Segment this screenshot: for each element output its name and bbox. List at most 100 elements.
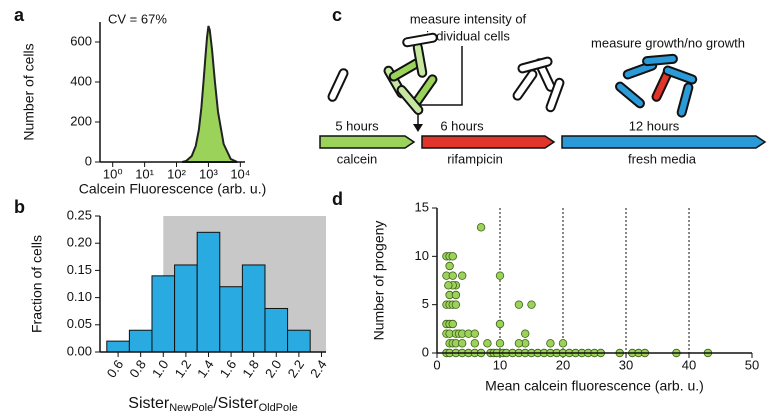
chart: 0.000.050.100.150.200.250.6 0.8 1.0 1.2 1.4 1… [29,207,330,413]
duration: 5 hours [335,118,379,133]
panel-label: c [332,5,342,25]
point [521,329,530,338]
diagram: measure intensity of individual cells me… [319,11,767,166]
y-tick-label: 600 [70,33,92,48]
y-tick-label: 200 [70,113,92,128]
point [448,252,457,261]
x-axis-label: Calcein Fluorescence (arb. u.) [79,181,267,197]
x-tick-label: 40 [682,357,696,372]
x-axis-label: SisterNewPole/SisterOldPole [128,395,297,414]
point [495,339,505,348]
y-axis-label: Number of cells [21,43,37,140]
x-tick-label: 1.8 [239,357,262,380]
arrowhead [413,124,423,132]
point [470,339,479,348]
y-tick-label: 0.15 [67,262,92,277]
note: measure intensity of [410,11,527,26]
point [495,319,505,329]
panel-label: a [14,5,25,25]
point [445,261,454,271]
y-tick-label: 0.25 [67,207,92,222]
point [558,339,568,348]
x-tick-label: 0.6 [104,357,127,380]
point [527,300,536,309]
chart: 0 5 10 15 0 10 20 30 40 50 Mean calcein fluorescen… [371,199,760,393]
point [458,271,467,280]
x-tick-label: 2.2 [284,357,307,380]
x-tick-label: 1.0 [149,357,172,380]
bar [106,340,130,353]
x-tick-label: 30 [619,357,633,372]
y-tick-label: 0.00 [67,343,92,358]
x-axis-label-part: Sister [128,395,170,412]
bar [174,264,198,353]
x-tick-label: 0 [433,357,440,372]
x-tick-label: 0.8 [126,357,149,380]
point [444,281,453,290]
y-tick-label: 0.05 [67,316,92,331]
x-tick-label: 1.2 [171,357,194,380]
duration: 12 hours [629,118,680,133]
point [451,300,461,309]
bar [287,329,311,353]
x-tick-label: 50 [745,357,759,372]
media-arrow [561,135,767,149]
x-tick-label: 2.4 [307,357,330,380]
pointer [417,46,463,128]
annotation: CV = 67% [108,11,167,26]
point [476,223,486,232]
x-axis-label: Mean calcein fluorescence (arb. u.) [485,378,704,394]
point [483,339,492,348]
point [470,329,479,338]
bar [151,275,176,353]
note: measure growth/no growth [591,35,745,50]
point [514,300,524,309]
point [451,290,461,300]
point [448,319,457,329]
bar [241,264,266,353]
x-tick-label: 1.6 [217,357,240,380]
bar [219,286,243,353]
bar [128,329,153,353]
x-axis-label-part: NewPole [169,402,213,414]
y-axis-label: Number of progeny [371,221,387,341]
y-tick-label: 5 [422,296,429,311]
x-tick-label: 10⁰ [103,166,123,181]
panel-label: b [14,197,25,217]
x-tick-label: 10¹ [135,166,154,181]
x-axis-label-part: /Sister [213,395,259,412]
x-tick-label: 2.0 [262,357,285,380]
point [495,271,505,280]
panel-label: d [332,189,343,209]
x-tick-label: 10 [493,357,507,372]
y-tick-label: 10 [415,248,429,263]
y-tick-label: 0 [85,153,92,168]
cells [327,32,698,118]
medium: fresh media [628,151,697,166]
medium: rifampicin [447,151,503,166]
y-axis-label: Fraction of cells [29,235,45,333]
area [181,25,238,163]
point [514,339,524,348]
point [458,339,467,348]
rifampicin-arrow [421,135,556,149]
point [448,271,457,280]
chart: 0 200 400 600 10⁰ 10¹ 10² 10³ 10⁴ CV = 67% Calcein… [21,11,267,196]
x-tick-label: 10² [167,166,186,181]
x-tick-label: 10⁴ [230,166,250,181]
bar [196,231,221,353]
y-tick-label: 15 [415,199,429,214]
y-tick-label: 0.10 [67,289,92,304]
y-tick-label: 0.20 [67,235,92,250]
x-tick-label: 1.4 [194,357,217,380]
x-tick-label: 10³ [199,166,218,181]
bar [264,307,289,353]
x-tick-label: 20 [556,357,570,372]
calcein-arrow [319,135,416,149]
medium: calcein [337,151,377,166]
x-axis-label-part: OldPole [259,402,298,414]
y-tick-label: 0 [422,344,429,359]
point [546,339,555,348]
y-tick-label: 400 [70,73,92,88]
